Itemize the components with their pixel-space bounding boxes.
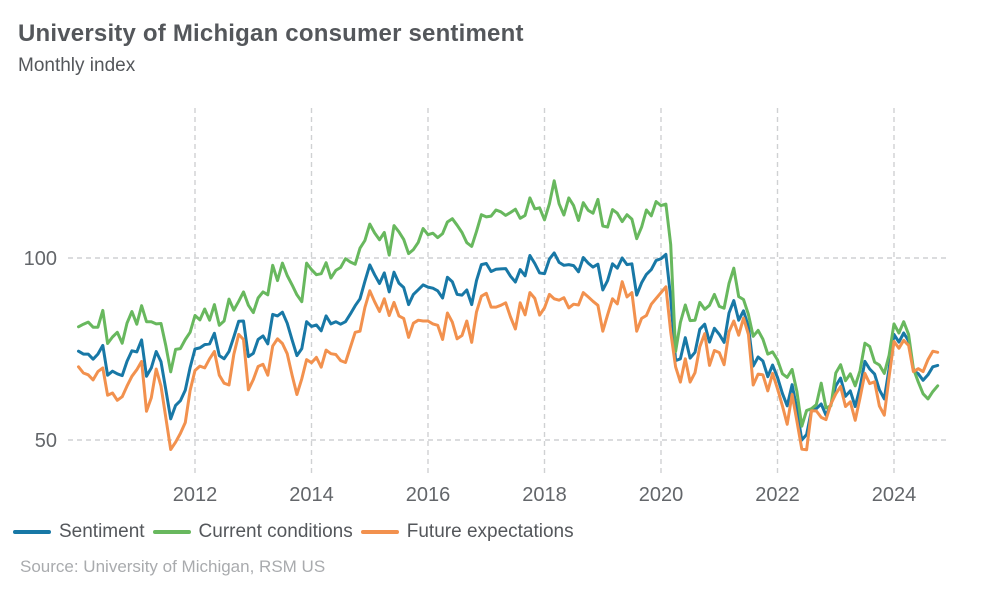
series-line-future-expectations bbox=[77, 280, 940, 452]
chart-legend: Sentiment Current conditions Future expe… bbox=[13, 521, 574, 543]
series-line-current-conditions bbox=[77, 179, 940, 428]
legend-label-future-expectations: Future expectations bbox=[406, 521, 574, 542]
x-axis-tick-label: 2014 bbox=[289, 484, 334, 506]
legend-line-swatch-current-conditions bbox=[152, 530, 191, 534]
source-note: Source: University of Michigan, RSM US bbox=[20, 557, 326, 576]
legend-label-current-conditions: Current conditions bbox=[198, 521, 353, 542]
legend-item-sentiment: Sentiment bbox=[13, 521, 145, 543]
x-axis-tick-label: 2018 bbox=[522, 484, 567, 506]
x-axis-tick-label: 2024 bbox=[872, 484, 917, 506]
legend-line-swatch-future-expectations bbox=[360, 530, 399, 534]
legend-item-future-expectations: Future expectations bbox=[360, 521, 574, 543]
x-axis-tick-label: 2016 bbox=[406, 484, 451, 506]
y-axis-tick-label: 100 bbox=[24, 248, 57, 270]
chart-header: University of Michigan consumer sentimen… bbox=[18, 20, 524, 77]
x-axis-tick-label: 2012 bbox=[173, 484, 218, 506]
legend-item-current-conditions: Current conditions bbox=[152, 521, 353, 543]
legend-line-swatch-sentiment bbox=[13, 530, 51, 534]
y-axis-tick-label: 50 bbox=[35, 430, 57, 452]
chart-subtitle: Monthly index bbox=[18, 55, 136, 76]
x-axis-tick-label: 2020 bbox=[639, 484, 684, 506]
series-line-sentiment bbox=[77, 251, 940, 442]
x-axis-tick-label: 2022 bbox=[755, 484, 800, 506]
page-title: University of Michigan consumer sentimen… bbox=[18, 20, 524, 47]
legend-label-sentiment: Sentiment bbox=[59, 521, 145, 542]
